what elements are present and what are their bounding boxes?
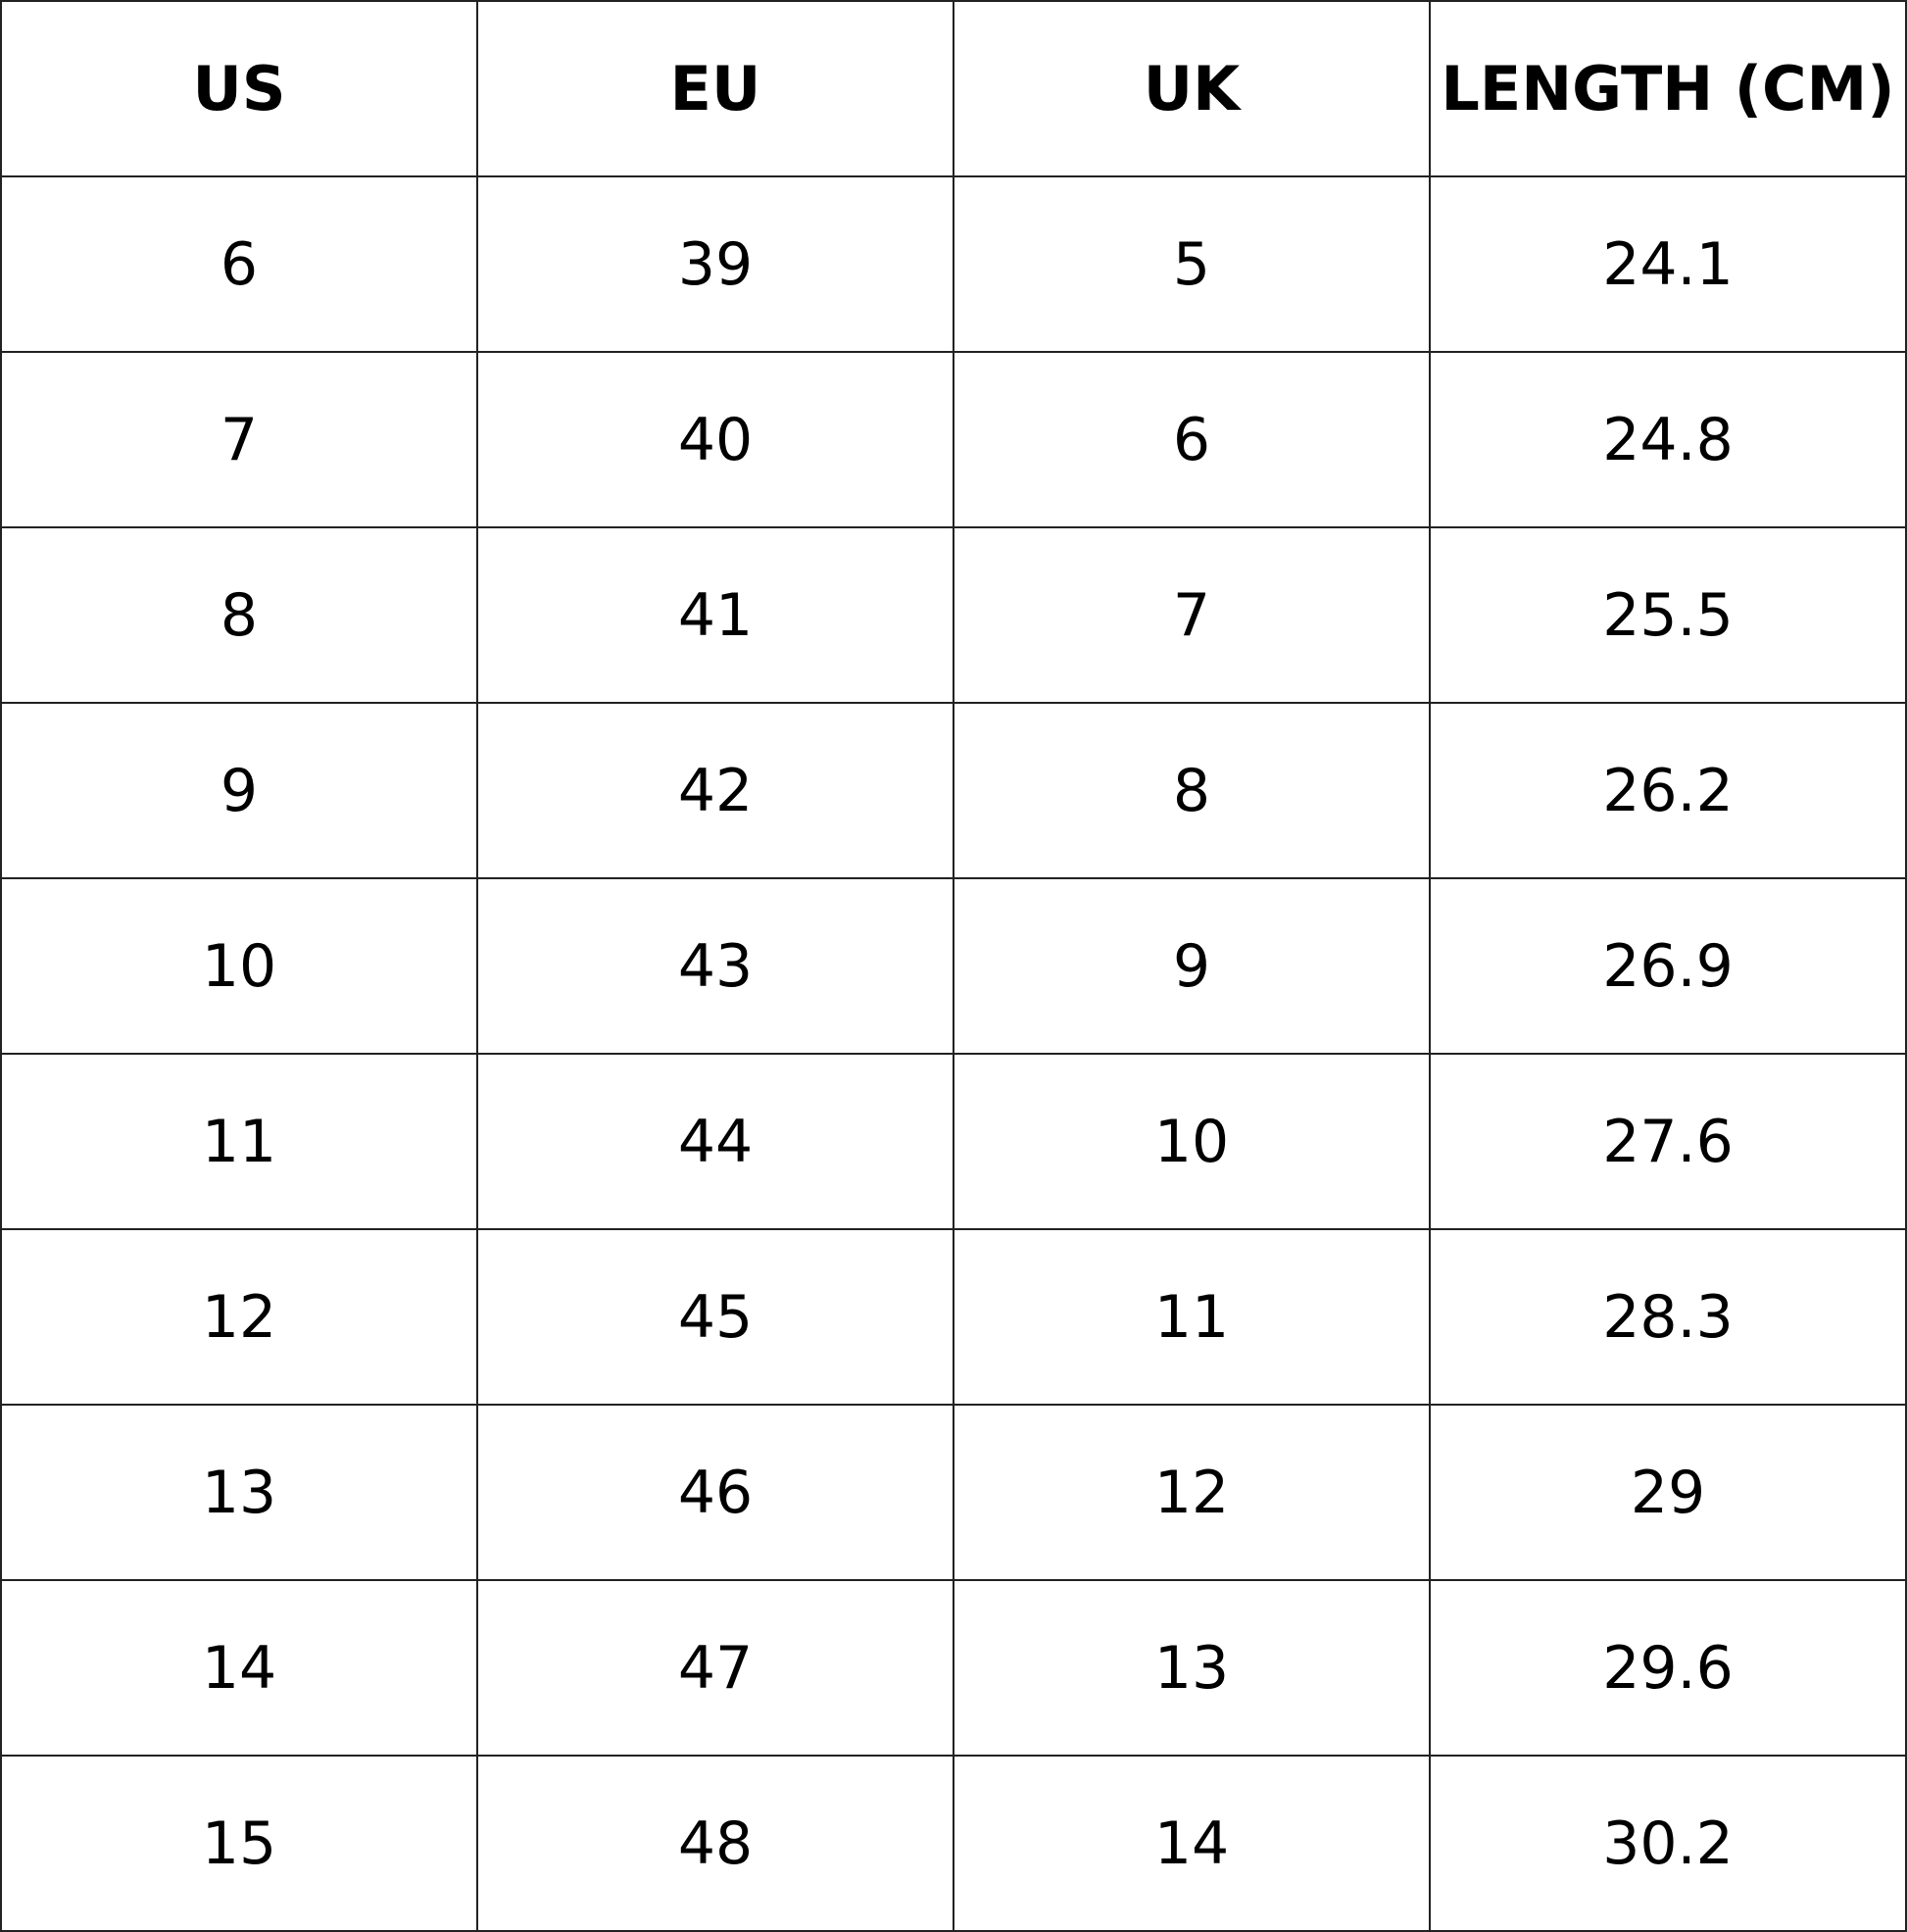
table-row: 9 42 8 26.2 <box>0 702 1907 879</box>
cell-us: 12 <box>0 1228 478 1406</box>
cell-us: 14 <box>0 1579 478 1757</box>
cell-eu: 48 <box>476 1755 954 1932</box>
cell-us: 13 <box>0 1404 478 1581</box>
header-us: US <box>0 0 478 177</box>
cell-length: 24.1 <box>1429 175 1907 353</box>
cell-us: 11 <box>0 1053 478 1230</box>
cell-uk: 11 <box>953 1228 1431 1406</box>
cell-us: 10 <box>0 877 478 1055</box>
cell-eu: 40 <box>476 351 954 528</box>
table-row: 12 45 11 28.3 <box>0 1228 1907 1406</box>
cell-length: 24.8 <box>1429 351 1907 528</box>
table-row: 13 46 12 29 <box>0 1404 1907 1581</box>
cell-uk: 5 <box>953 175 1431 353</box>
header-eu: EU <box>476 0 954 177</box>
cell-eu: 46 <box>476 1404 954 1581</box>
cell-eu: 41 <box>476 526 954 704</box>
cell-uk: 9 <box>953 877 1431 1055</box>
cell-eu: 42 <box>476 702 954 879</box>
cell-us: 7 <box>0 351 478 528</box>
cell-uk: 7 <box>953 526 1431 704</box>
cell-eu: 47 <box>476 1579 954 1757</box>
cell-us: 6 <box>0 175 478 353</box>
cell-uk: 8 <box>953 702 1431 879</box>
cell-eu: 45 <box>476 1228 954 1406</box>
table-row: 10 43 9 26.9 <box>0 877 1907 1055</box>
cell-eu: 44 <box>476 1053 954 1230</box>
cell-length: 25.5 <box>1429 526 1907 704</box>
table-row: 11 44 10 27.6 <box>0 1053 1907 1230</box>
table-row: 7 40 6 24.8 <box>0 351 1907 528</box>
table-row: 6 39 5 24.1 <box>0 175 1907 353</box>
cell-us: 8 <box>0 526 478 704</box>
cell-length: 28.3 <box>1429 1228 1907 1406</box>
header-uk: UK <box>953 0 1431 177</box>
table-row: 14 47 13 29.6 <box>0 1579 1907 1757</box>
cell-uk: 13 <box>953 1579 1431 1757</box>
cell-us: 15 <box>0 1755 478 1932</box>
cell-uk: 12 <box>953 1404 1431 1581</box>
cell-length: 29.6 <box>1429 1579 1907 1757</box>
header-length: LENGTH (CM) <box>1429 0 1907 177</box>
header-row: US EU UK LENGTH (CM) <box>0 0 1907 177</box>
cell-eu: 43 <box>476 877 954 1055</box>
table-row: 15 48 14 30.2 <box>0 1755 1907 1932</box>
cell-length: 27.6 <box>1429 1053 1907 1230</box>
cell-us: 9 <box>0 702 478 879</box>
cell-uk: 10 <box>953 1053 1431 1230</box>
cell-length: 29 <box>1429 1404 1907 1581</box>
cell-eu: 39 <box>476 175 954 353</box>
cell-length: 26.2 <box>1429 702 1907 879</box>
cell-length: 30.2 <box>1429 1755 1907 1932</box>
cell-uk: 6 <box>953 351 1431 528</box>
table-row: 8 41 7 25.5 <box>0 526 1907 704</box>
cell-length: 26.9 <box>1429 877 1907 1055</box>
cell-uk: 14 <box>953 1755 1431 1932</box>
